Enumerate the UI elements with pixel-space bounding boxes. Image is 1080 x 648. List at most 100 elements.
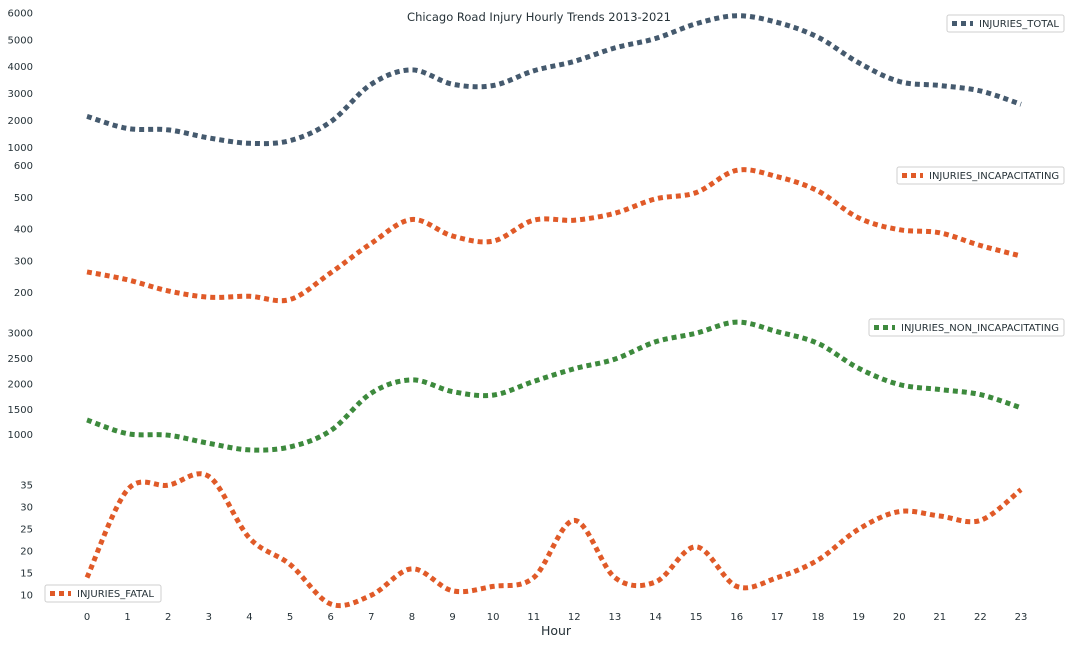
data-point [612,210,618,216]
data-point [368,390,374,396]
data-point [531,68,537,74]
data-point [409,566,415,572]
y-tick-label: 1000 [8,143,33,154]
data-point [531,575,537,581]
data-point [328,428,334,434]
y-tick-label: 300 [14,256,33,267]
data-point [531,378,537,384]
data-point [937,230,943,236]
y-tick-label: 25 [20,525,33,536]
x-tick-label: 20 [893,612,906,623]
y-tick-label: 15 [20,569,33,580]
data-point [287,444,293,450]
legend: INJURIES_INCAPACITATING [896,166,1065,185]
data-point [287,297,293,303]
data-point [612,45,618,51]
data-point [896,79,902,85]
x-tick-label: 5 [287,612,293,623]
data-point [856,526,862,532]
y-tick-label: 5000 [8,35,33,46]
y-tick-label: 2000 [8,116,33,127]
data-point [1018,253,1024,259]
x-tick-label: 22 [974,612,987,623]
data-point [856,60,862,66]
x-tick-label: 18 [812,612,825,623]
legend: INJURIES_TOTAL [946,14,1065,33]
data-point [571,366,577,372]
x-tick-label: 13 [609,612,622,623]
data-point [856,215,862,221]
data-point [287,138,293,144]
y-tick-label: 400 [14,225,33,236]
data-point [815,188,821,194]
data-point [409,217,415,223]
legend: INJURIES_FATAL [44,584,162,603]
y-tick-label: 30 [20,503,33,514]
y-tick-label: 600 [14,161,33,172]
data-point [531,217,537,223]
data-point [490,238,496,244]
data-point [977,517,983,523]
data-point [490,583,496,589]
data-point [612,575,618,581]
x-tick-label: 12 [568,612,581,623]
y-tick-label: 500 [14,193,33,204]
data-point [165,482,171,488]
data-point [368,592,374,598]
data-point [693,330,699,336]
data-point [409,67,415,73]
data-point [450,389,456,395]
y-tick-label: 1000 [8,430,33,441]
legend-label: INJURIES_INCAPACITATING [929,171,1059,182]
data-point [206,440,212,446]
data-point [206,473,212,479]
legend-box [868,318,1065,337]
data-point [246,140,252,146]
x-tick-label: 1 [124,612,130,623]
y-tick-label: 2500 [8,354,33,365]
data-point [246,447,252,453]
data-point [328,119,334,125]
legend: INJURIES_NON_INCAPACITATING [868,318,1065,337]
x-axis: 0 1 2 3 4 5 6 7 8 9 10 11 12 13 14 15 16 17 18 19 20 21 22 23 [84,612,1028,623]
x-tick-label: 11 [527,612,540,623]
x-tick-label: 0 [84,612,90,623]
data-point [653,339,659,345]
x-tick-label: 21 [933,612,946,623]
series-line [84,471,1023,609]
x-tick-label: 15 [690,612,703,623]
data-point [815,340,821,346]
data-point [125,487,131,493]
series-line [86,319,1022,453]
data-point [84,113,90,119]
data-point [571,217,577,223]
data-point [165,127,171,133]
data-point [368,81,374,87]
x-tick-label: 19 [852,612,865,623]
data-point [490,83,496,89]
legend-label: INJURIES_FATAL [77,589,154,600]
y-tick-label: 20 [20,547,33,558]
y-tick-label: 6000 [8,9,33,20]
x-tick-label: 7 [368,612,374,623]
y-tick-label: 4000 [8,62,33,73]
x-tick-label: 3 [206,612,212,623]
data-point [937,513,943,519]
data-point [125,277,131,283]
data-point [977,88,983,94]
data-point [246,293,252,299]
data-point [84,417,90,423]
data-point [815,557,821,563]
data-point [165,288,171,294]
x-tick-label: 6 [328,612,334,623]
data-point [815,34,821,40]
panel-4: 10 15 20 25 30 35 INJURIES_FATAL [20,471,1023,609]
data-point [937,387,943,393]
data-point [1018,101,1024,107]
x-tick-label: 4 [246,612,252,623]
data-point [896,382,902,388]
y-tick-label: 35 [20,481,33,492]
x-tick-label: 9 [449,612,455,623]
data-point [977,392,983,398]
